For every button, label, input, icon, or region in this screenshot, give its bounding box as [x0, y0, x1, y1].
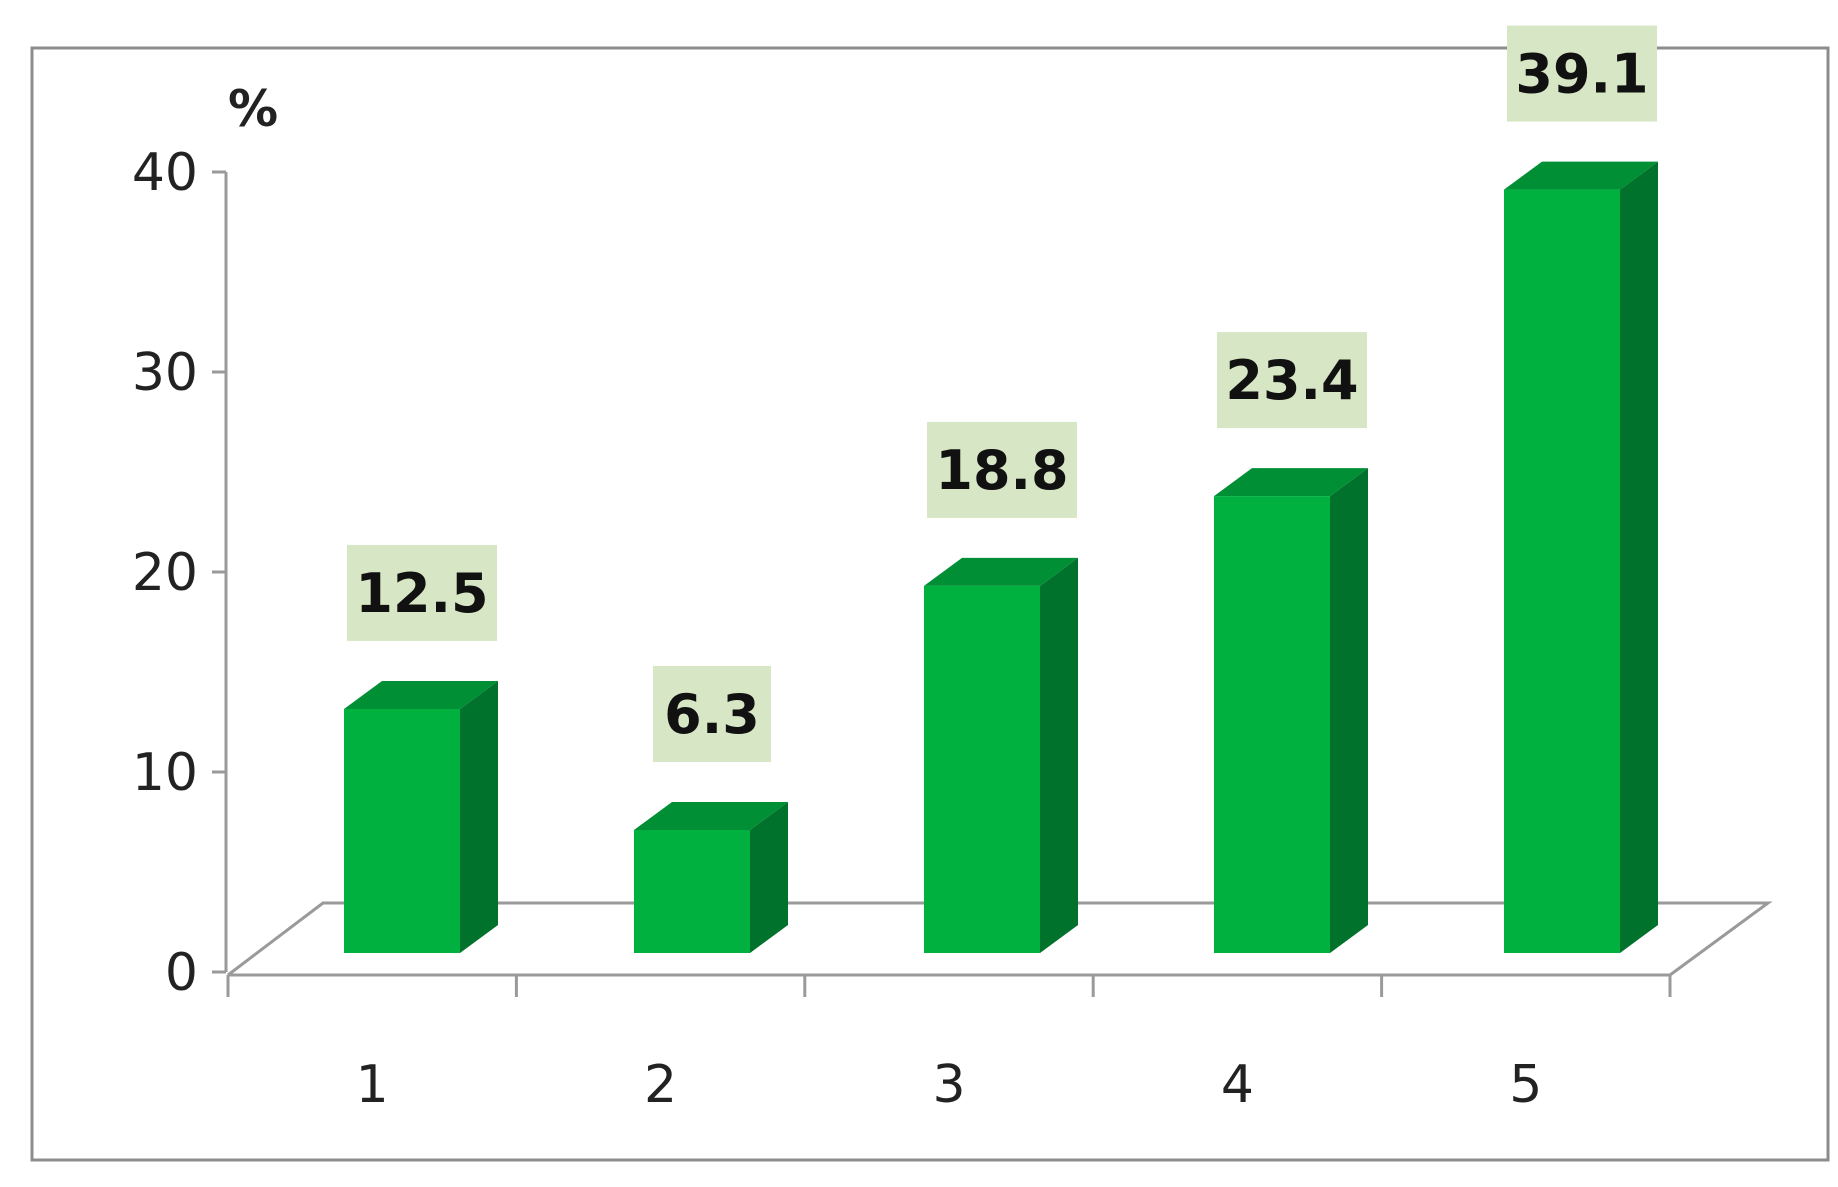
- bar-series: [344, 161, 1658, 953]
- data-label-text: 6.3: [664, 683, 760, 746]
- y-tick-label: 20: [132, 543, 198, 603]
- bar: [924, 557, 1078, 953]
- bar-side: [1040, 557, 1078, 953]
- bar-side: [750, 801, 788, 953]
- y-tick-label: 0: [165, 943, 198, 1003]
- bar-top: [634, 801, 788, 830]
- x-axis-ticks: 1 2 3 4 5: [226, 975, 1672, 1115]
- data-label-text: 12.5: [355, 562, 488, 625]
- x-tick-label: 4: [1221, 1055, 1254, 1115]
- data-labels: 12.5 6.3 18.8 23.4 39.1: [347, 25, 1657, 762]
- bar-front: [1214, 496, 1330, 953]
- data-label: 12.5: [347, 544, 497, 641]
- data-label-box: [927, 421, 1077, 518]
- data-label: 18.8: [927, 421, 1077, 518]
- data-label: 6.3: [653, 665, 771, 762]
- bar-front: [924, 585, 1040, 953]
- bar-top: [1214, 468, 1368, 497]
- data-label: 39.1: [1507, 25, 1657, 122]
- bar-front: [1504, 189, 1620, 953]
- data-label-text: 39.1: [1515, 43, 1648, 106]
- bar: [634, 801, 788, 953]
- x-tick-label: 5: [1509, 1055, 1542, 1115]
- bar: [1214, 468, 1368, 953]
- y-unit-label: %: [228, 80, 278, 138]
- bar: [344, 680, 498, 953]
- data-label: 23.4: [1217, 332, 1367, 429]
- bar-front: [634, 829, 750, 953]
- bar-top: [344, 680, 498, 709]
- data-label-text: 23.4: [1225, 349, 1358, 412]
- x-tick-label: 2: [644, 1055, 677, 1115]
- bar-top: [1504, 161, 1658, 190]
- bar-side: [460, 680, 498, 953]
- bar-side: [1330, 468, 1368, 953]
- x-tick-label: 3: [932, 1055, 965, 1115]
- x-tick-label: 1: [356, 1055, 389, 1115]
- data-label-text: 18.8: [935, 439, 1068, 502]
- data-label-box: [1507, 25, 1657, 122]
- bar-front: [344, 708, 460, 953]
- bar-top: [924, 557, 1078, 586]
- y-tick-label: 30: [132, 343, 198, 403]
- y-axis-ticks: 0 10 20 30 40: [132, 143, 226, 1003]
- y-tick-label: 10: [132, 743, 198, 803]
- bar: [1504, 161, 1658, 953]
- y-tick-label: 40: [132, 143, 198, 203]
- data-label-box: [653, 665, 771, 762]
- data-label-box: [1217, 332, 1367, 429]
- data-label-box: [347, 544, 497, 641]
- bar-side: [1620, 161, 1658, 953]
